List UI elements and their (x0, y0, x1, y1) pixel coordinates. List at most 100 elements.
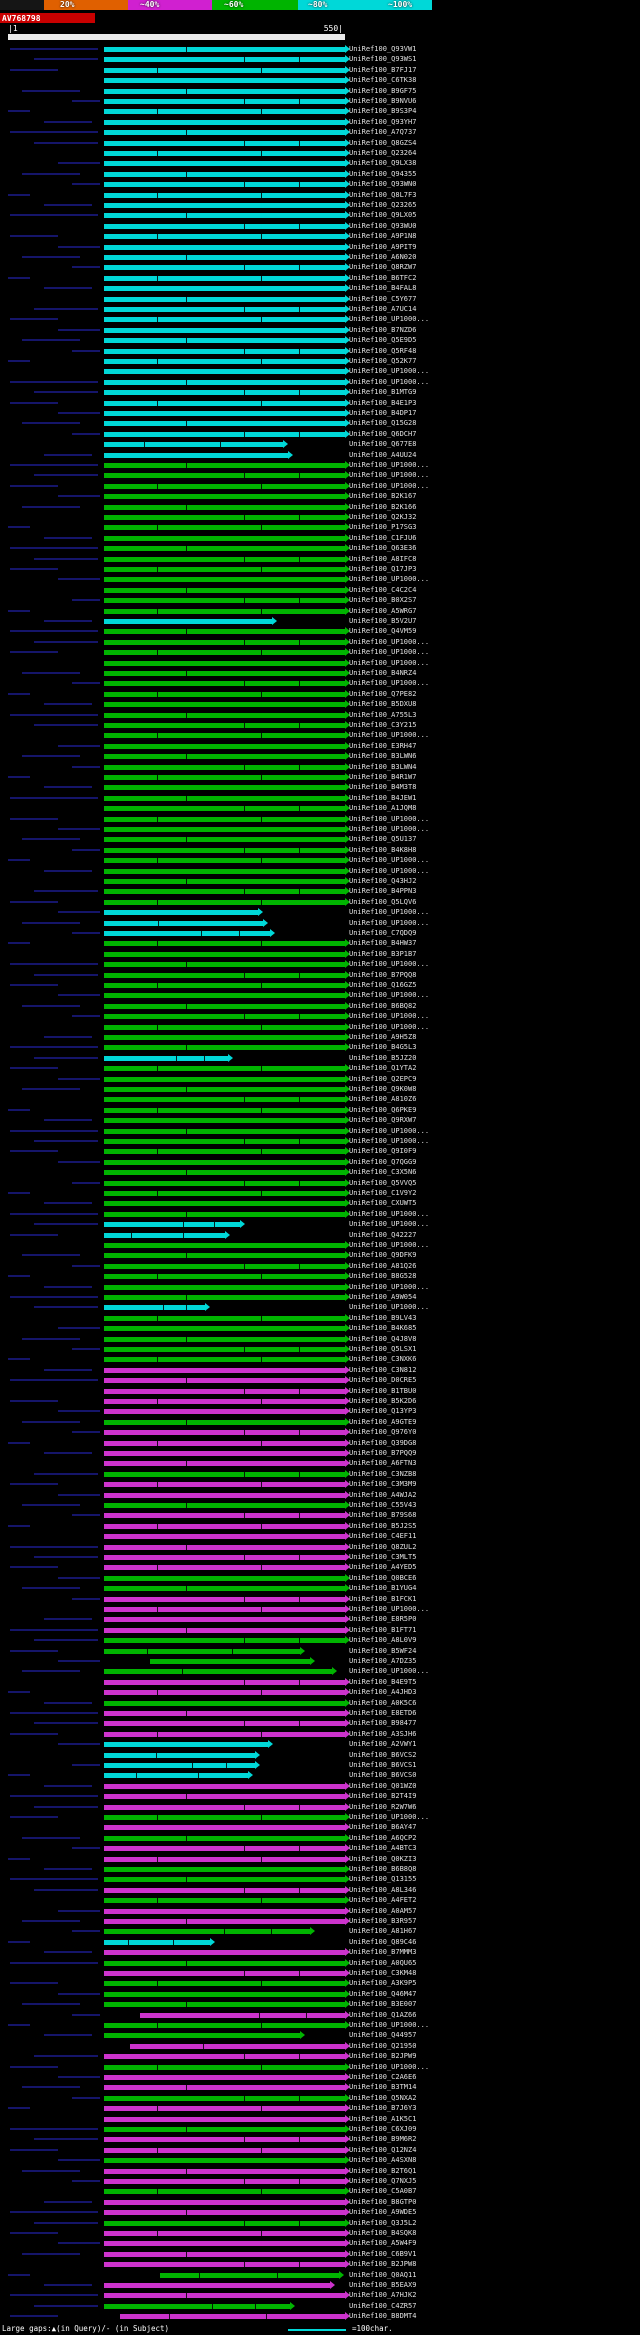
alignment-bar[interactable] (104, 1191, 345, 1196)
alignment-bar[interactable] (104, 494, 345, 500)
alignment-bar[interactable] (104, 546, 345, 552)
hit-label[interactable]: UniRef100_Q4VM59 (349, 627, 417, 636)
alignment-bar[interactable] (104, 1003, 345, 1009)
alignment-bar[interactable] (104, 1929, 310, 1935)
hit-label[interactable]: UniRef100_B5WF24 (349, 1646, 417, 1655)
hit-label[interactable]: UniRef100_UP1000... (349, 991, 430, 1000)
alignment-bar[interactable] (104, 671, 345, 676)
hit-label[interactable]: UniRef100_A8L346 (349, 1885, 417, 1894)
alignment-bar[interactable] (104, 1586, 345, 1592)
alignment-bar[interactable] (104, 2106, 345, 2112)
alignment-bar[interactable] (104, 1783, 345, 1789)
alignment-bar[interactable] (104, 421, 345, 427)
hit-label[interactable]: UniRef100_B4FAL8 (349, 284, 417, 293)
hit-label[interactable]: UniRef100_B7FJ17 (349, 65, 417, 74)
alignment-bar[interactable] (104, 587, 345, 593)
hit-label[interactable]: UniRef100_B3LWN4 (349, 762, 417, 771)
alignment-bar[interactable] (104, 1711, 345, 1716)
hit-label[interactable]: UniRef100_Q0AQ11 (349, 2270, 417, 2279)
alignment-bar[interactable] (104, 161, 345, 167)
hit-label[interactable]: UniRef100_B4E9T5 (349, 1677, 417, 1686)
alignment-bar[interactable] (104, 1076, 345, 1082)
alignment-bar[interactable] (104, 203, 345, 208)
alignment-bar[interactable] (104, 1565, 345, 1571)
hit-label[interactable]: UniRef100_A7HJK2 (349, 2291, 417, 2300)
alignment-bar[interactable] (104, 1149, 345, 1155)
alignment-bar[interactable] (104, 1721, 345, 1727)
alignment-bar[interactable] (159, 2272, 340, 2278)
hit-label[interactable]: UniRef100_UP1000... (349, 814, 430, 823)
hit-label[interactable]: UniRef100_C6XJ09 (349, 2125, 417, 2133)
hit-label[interactable]: UniRef100_E8R5P0 (349, 1615, 417, 1624)
alignment-bar[interactable] (104, 2283, 330, 2288)
hit-label[interactable]: UniRef100_A1JQM8 (349, 804, 417, 813)
alignment-bar[interactable] (104, 1378, 345, 1384)
hit-label[interactable]: UniRef100_C3N812 (349, 1365, 417, 1374)
hit-label[interactable]: UniRef100_UP1000... (349, 637, 430, 646)
alignment-bar[interactable] (104, 2303, 290, 2309)
alignment-bar[interactable] (104, 2116, 345, 2122)
hit-label[interactable]: UniRef100_Q976Y0 (349, 1428, 417, 1437)
hit-label[interactable]: UniRef100_Q8GZS4 (349, 138, 417, 147)
alignment-bar[interactable] (104, 400, 345, 406)
hit-label[interactable]: UniRef100_Q93VW1 (349, 45, 417, 53)
hit-label[interactable]: UniRef100_C4C2C4 (349, 585, 417, 594)
alignment-bar[interactable] (104, 2085, 345, 2091)
alignment-bar[interactable] (104, 1971, 345, 1976)
hit-label[interactable]: UniRef100_UP1000... (349, 575, 430, 584)
alignment-bar[interactable] (104, 650, 345, 656)
alignment-bar[interactable] (104, 1107, 345, 1113)
hit-label[interactable]: UniRef100_Q9K0W8 (349, 1085, 417, 1093)
alignment-bar[interactable] (104, 681, 345, 687)
hit-label[interactable]: UniRef100_Q8ZUL2 (349, 1542, 417, 1551)
hit-label[interactable]: UniRef100_A0AM57 (349, 1906, 417, 1915)
hit-label[interactable]: UniRef100_Q93YH7 (349, 117, 417, 126)
hit-label[interactable]: UniRef100_A810Z6 (349, 1095, 417, 1104)
alignment-bar[interactable] (104, 255, 345, 260)
alignment-bar[interactable] (104, 941, 345, 947)
alignment-bar[interactable] (104, 1128, 345, 1134)
alignment-bar[interactable] (104, 1471, 345, 1477)
hit-label[interactable]: UniRef100_B1FCK1 (349, 1594, 417, 1603)
hit-label[interactable]: UniRef100_C4ZR57 (349, 2301, 417, 2310)
hit-label[interactable]: UniRef100_UP1000... (349, 1022, 430, 1031)
alignment-bar[interactable] (104, 2075, 345, 2080)
alignment-bar[interactable] (104, 1243, 345, 1248)
hit-label[interactable]: UniRef100_UP1000... (349, 960, 430, 969)
hit-label[interactable]: UniRef100_A81H67 (349, 1927, 417, 1936)
alignment-bar[interactable] (104, 598, 345, 604)
alignment-bar[interactable] (104, 1492, 345, 1498)
hit-label[interactable]: UniRef100_UP1000... (349, 1605, 430, 1613)
alignment-bar[interactable] (104, 2179, 345, 2184)
hit-label[interactable]: UniRef100_UP1000... (349, 679, 430, 688)
alignment-bar[interactable] (149, 1659, 310, 1664)
alignment-bar[interactable] (104, 1513, 345, 1519)
hit-label[interactable]: UniRef100_C6TK38 (349, 76, 417, 85)
hit-label[interactable]: UniRef100_B2JPW9 (349, 2052, 417, 2061)
hit-label[interactable]: UniRef100_A4BTC3 (349, 1844, 417, 1853)
hit-label[interactable]: UniRef100_A2VWY1 (349, 1740, 417, 1749)
hit-label[interactable]: UniRef100_Q5RF48 (349, 346, 417, 355)
alignment-bar[interactable] (104, 88, 345, 94)
alignment-bar[interactable] (104, 1627, 345, 1633)
alignment-bar[interactable] (104, 1087, 345, 1092)
hit-label[interactable]: UniRef100_B3R957 (349, 1917, 417, 1925)
alignment-bar[interactable] (104, 889, 345, 895)
hit-label[interactable]: UniRef100_Q9LX38 (349, 159, 417, 168)
alignment-bar[interactable] (104, 1648, 301, 1654)
alignment-bar[interactable] (104, 1867, 345, 1872)
alignment-bar[interactable] (104, 234, 345, 240)
alignment-bar[interactable] (104, 2168, 345, 2174)
alignment-bar[interactable] (104, 1794, 345, 1800)
hit-label[interactable]: UniRef100_D0CRE5 (349, 1376, 417, 1385)
alignment-bar[interactable] (104, 993, 345, 999)
alignment-bar[interactable] (104, 2158, 345, 2164)
alignment-bar[interactable] (104, 2251, 345, 2257)
hit-label[interactable]: UniRef100_C3X5N6 (349, 1168, 417, 1177)
alignment-bar[interactable] (104, 1253, 345, 1259)
alignment-bar[interactable] (104, 577, 345, 583)
hit-label[interactable]: UniRef100_C3MLT5 (349, 1553, 417, 1561)
hit-label[interactable]: UniRef100_Q01WZ0 (349, 1781, 417, 1790)
hit-label[interactable]: UniRef100_A7UC14 (349, 305, 417, 313)
alignment-bar[interactable] (104, 182, 345, 188)
